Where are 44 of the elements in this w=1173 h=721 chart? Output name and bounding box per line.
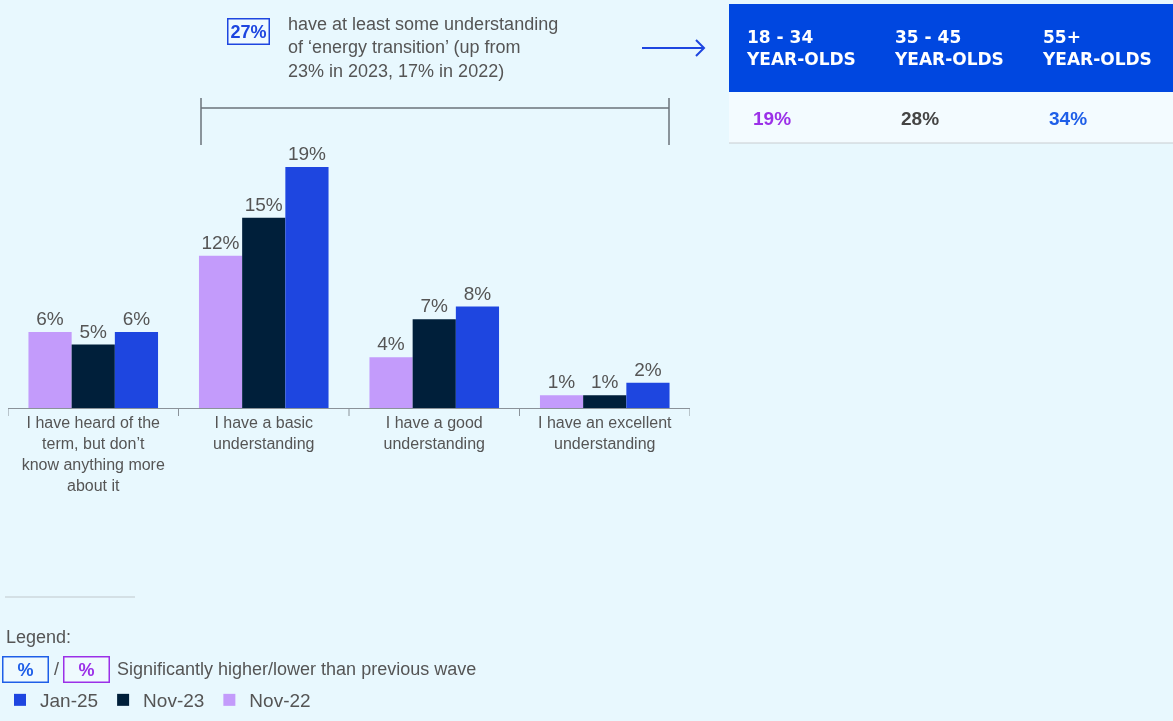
data-label: 4% (377, 333, 405, 355)
data-label: 6% (122, 307, 151, 329)
text: 28% (901, 108, 940, 129)
bar (198, 255, 243, 408)
x-tick-label: I have an excellent understanding (538, 414, 673, 452)
bar (583, 395, 627, 408)
text: % (78, 659, 95, 680)
x-tick-label: I have heard of the term, but don’t know anything more about it (21, 414, 165, 494)
text: Legend: (6, 627, 72, 647)
x-tick-label: I have a good understanding (383, 414, 485, 452)
legend-label: Nov-23 (143, 690, 205, 712)
text: % (17, 659, 34, 680)
x-tick-label: I have a basic understanding (213, 414, 315, 452)
bar (369, 357, 413, 408)
legend-label: Nov-22 (249, 690, 311, 712)
data-label: 12% (201, 231, 240, 253)
data-label: 8% (463, 282, 492, 304)
bar (71, 344, 115, 408)
bar (114, 331, 159, 408)
data-label: 6% (36, 307, 64, 329)
bar (626, 382, 670, 408)
data-label: 1% (590, 371, 619, 393)
data-label: 15% (244, 193, 283, 215)
data-label: 1% (547, 371, 576, 393)
bar (28, 331, 72, 408)
text: / (54, 659, 60, 679)
category-label: 18 - 34 YEAR-OLDS (746, 27, 856, 70)
bar (455, 306, 500, 408)
bar (539, 395, 584, 408)
legend-label: Jan-25 (40, 690, 99, 712)
text: have at least some understanding of ‘energy transition’ (up from 23% in 2023, 17% in 2022) (288, 14, 559, 81)
category-label: 35 - 45 YEAR-OLDS (894, 27, 1004, 70)
text: 19% (753, 108, 792, 129)
bar (242, 217, 286, 408)
data-label: 19% (287, 143, 327, 165)
category-label: 55+ YEAR-OLDS (1042, 27, 1152, 70)
text: 34% (1049, 108, 1088, 129)
bar (412, 319, 456, 408)
data-label: 7% (420, 295, 449, 317)
text: 27% (230, 21, 267, 42)
data-label: 2% (634, 358, 662, 380)
bar (285, 167, 329, 408)
text: Significantly higher/lower than previous wave (117, 659, 477, 679)
data-label: 5% (79, 320, 108, 342)
